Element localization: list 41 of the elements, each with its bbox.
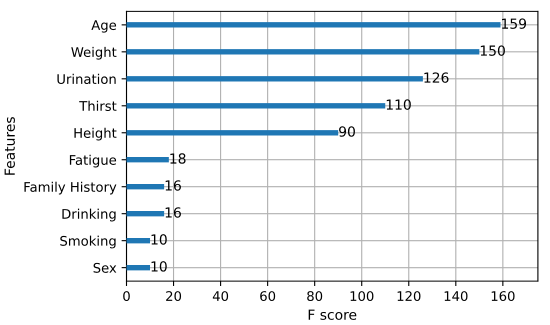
bar xyxy=(126,210,164,216)
bar xyxy=(126,264,150,270)
y-tick-label: Age xyxy=(91,20,116,33)
data-label: 10 xyxy=(152,234,167,245)
data-label: 159 xyxy=(502,18,526,29)
y-axis-title: Features xyxy=(4,117,15,175)
y-tick-label: Family History xyxy=(24,182,116,194)
bar xyxy=(126,22,500,28)
bar xyxy=(126,184,164,190)
y-tick-label: Height xyxy=(74,128,116,141)
y-tick-label: Drinking xyxy=(62,208,116,222)
x-axis-title: F score xyxy=(308,310,356,320)
x-tick-label: 20 xyxy=(166,291,182,302)
x-tick-label: 40 xyxy=(212,291,228,302)
y-tick-label: Weight xyxy=(71,46,116,60)
data-label: 90 xyxy=(339,126,355,137)
data-label: 150 xyxy=(480,45,505,56)
x-tick-label: 140 xyxy=(444,291,468,302)
data-label: 10 xyxy=(152,261,167,272)
data-label: 18 xyxy=(170,153,186,164)
x-tick-label: 100 xyxy=(350,291,374,302)
bar xyxy=(126,49,480,55)
x-tick-label: 0 xyxy=(123,291,130,302)
y-tick-label: Smoking xyxy=(60,236,116,248)
data-label: 110 xyxy=(386,99,411,110)
bar xyxy=(126,130,338,136)
x-tick-label: 120 xyxy=(398,291,420,302)
data-label: 16 xyxy=(166,180,181,191)
data-label: 126 xyxy=(424,72,449,83)
y-tick-label: Sex xyxy=(94,262,116,273)
bar xyxy=(126,76,423,82)
data-label: 16 xyxy=(166,207,181,218)
y-tick-label: Urination xyxy=(57,74,116,84)
x-tick-label: 160 xyxy=(492,291,515,302)
y-tick-label: Thirst xyxy=(79,100,116,111)
x-tick-label: 60 xyxy=(260,291,276,302)
x-tick-label: 80 xyxy=(307,291,322,302)
bar xyxy=(126,103,386,108)
bar xyxy=(126,157,169,162)
y-tick-label: Fatigue xyxy=(70,154,116,168)
bar xyxy=(126,238,150,244)
